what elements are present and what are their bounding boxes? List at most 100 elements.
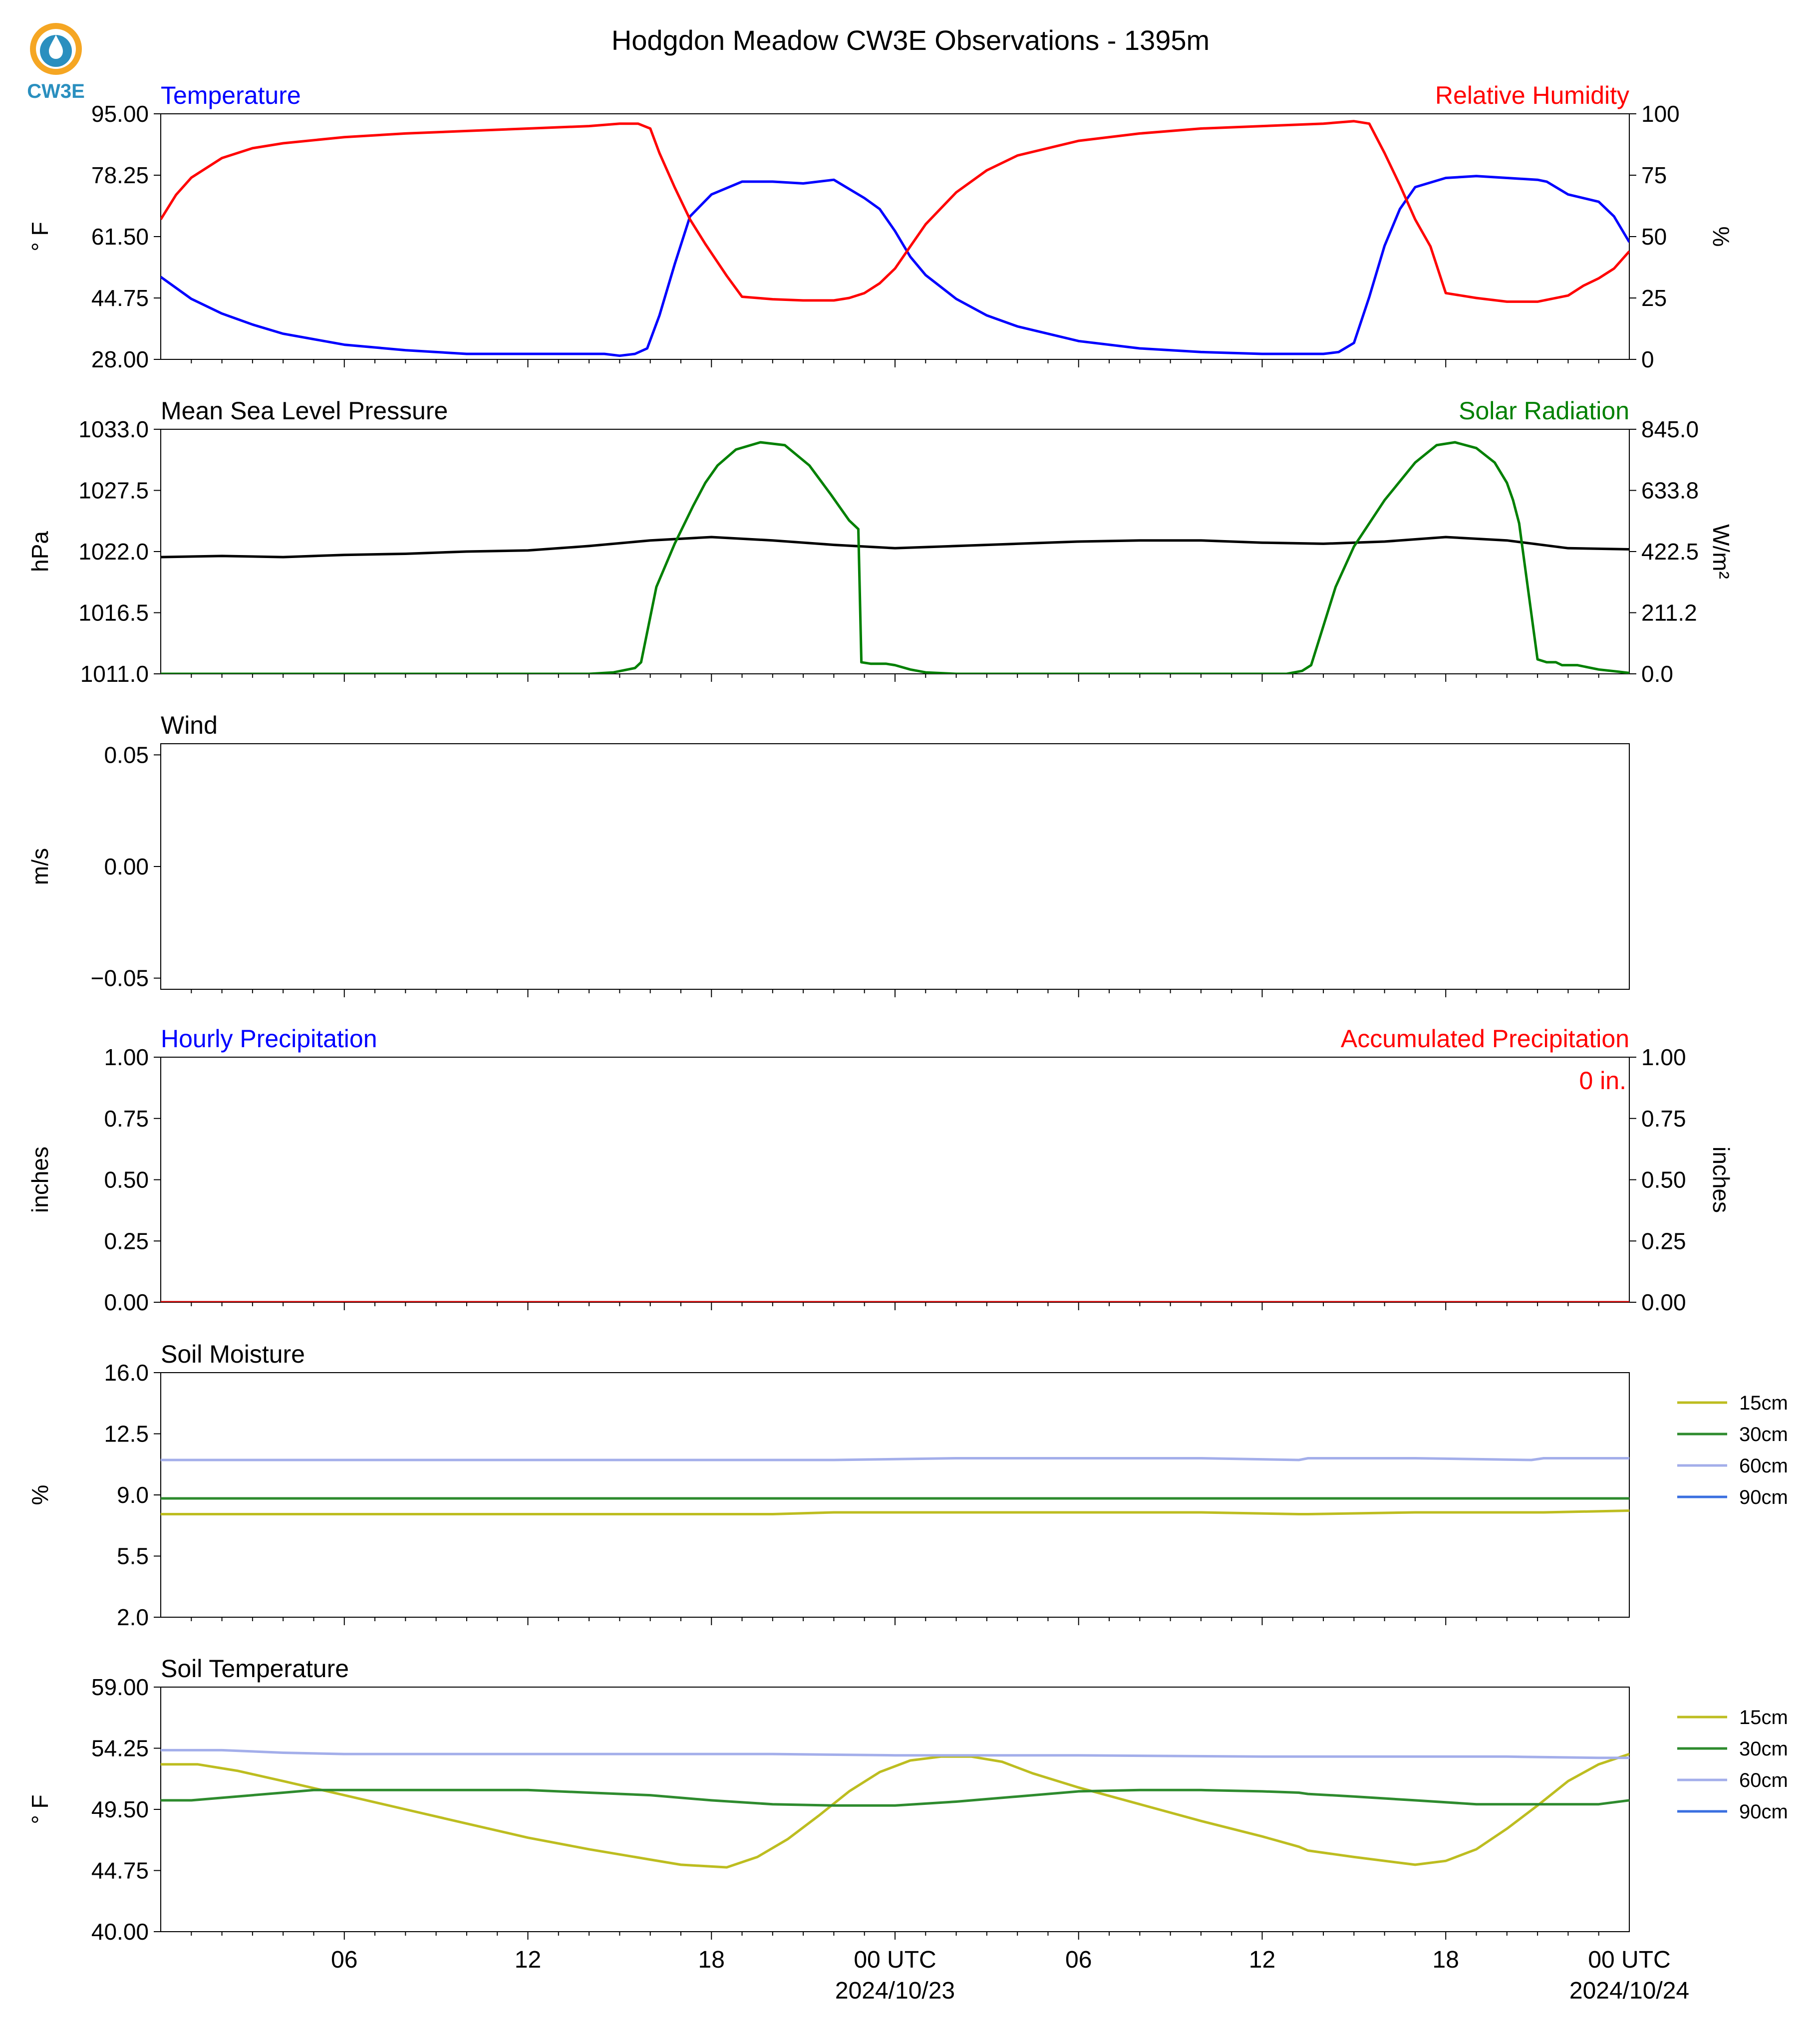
series-group	[161, 441, 1629, 674]
y-tick-label: 1022.0	[78, 539, 149, 565]
y-tick-label: 44.75	[91, 285, 149, 311]
y-tick-label: 2.0	[117, 1604, 149, 1630]
y2-tick-label: 75	[1641, 162, 1667, 188]
y-tick-label: 1033.0	[78, 416, 149, 442]
y2-axis-label: W/m²	[1708, 524, 1734, 579]
y-tick-label: 1011.0	[80, 661, 149, 687]
series-line-solar-radiation	[161, 441, 1629, 674]
y-tick-label: 16.0	[104, 1360, 149, 1386]
y-axis-label: ° F	[27, 1794, 53, 1824]
y2-tick-label: 845.0	[1641, 416, 1699, 442]
x-date-label: 2024/10/23	[835, 1978, 955, 2004]
y-tick-label: 12.5	[104, 1421, 149, 1447]
legend-label: 60cm	[1739, 1769, 1788, 1791]
x-tick-label: 06	[1065, 1947, 1092, 1973]
x-tick-label: 18	[1433, 1947, 1459, 1973]
plot-frame	[160, 113, 1630, 360]
y2-tick-label: 0.25	[1641, 1228, 1686, 1254]
y-tick-label: 0.00	[104, 854, 149, 879]
series-line-15cm	[161, 1752, 1629, 1869]
y-axis-label: m/s	[27, 848, 53, 885]
y-tick-label: 61.50	[91, 224, 149, 250]
y-tick-label: 49.50	[91, 1796, 149, 1822]
y-tick-label: 5.5	[117, 1543, 149, 1569]
series-line-30cm	[161, 1788, 1629, 1807]
series-line-relative-humidity	[161, 120, 1629, 303]
y2-tick-label: 0.75	[1641, 1106, 1686, 1132]
plot-frame	[160, 1057, 1630, 1303]
y-tick-label: −0.05	[91, 965, 149, 991]
y2-tick-label: 0.0	[1641, 661, 1673, 687]
y2-tick-label: 25	[1641, 285, 1667, 311]
y-tick-label: 28.00	[91, 346, 149, 372]
x-tick-label: 06	[331, 1947, 357, 1973]
y2-axis-label: %	[1708, 227, 1734, 247]
series-line-mean-sea-level-pressure	[161, 536, 1629, 559]
x-tick-label: 12	[515, 1947, 541, 1973]
series-line-15cm	[161, 1509, 1629, 1515]
panel-title-right: Solar Radiation	[1459, 397, 1629, 425]
y-tick-label: 54.25	[91, 1736, 149, 1761]
panel-soil_moisture: 16.0 12.5 9.0 5.5 2.0 Soil Moisture% 15cm 30cm 6…	[27, 1340, 1788, 1630]
legend-label: 30cm	[1739, 1738, 1788, 1760]
series-line-60cm	[161, 1457, 1629, 1461]
legend-label: 60cm	[1739, 1455, 1788, 1477]
legend-label: 15cm	[1739, 1707, 1788, 1729]
y-axis-label: inches	[27, 1147, 53, 1213]
y2-tick-label: 0.50	[1641, 1167, 1686, 1193]
y-tick-label: 0.05	[104, 742, 149, 768]
legend-label: 15cm	[1739, 1392, 1788, 1414]
panel-title-left: Soil Temperature	[161, 1655, 349, 1683]
panel-pressure_solar: 1033.0 1027.5 1022.0 1016.5 1011.0 845.0 633.8…	[27, 397, 1734, 687]
series-line-60cm	[161, 1748, 1629, 1759]
y2-tick-label: 211.2	[1641, 600, 1697, 626]
y-tick-label: 40.00	[91, 1919, 149, 1945]
x-tick-label: 18	[698, 1947, 725, 1973]
y-tick-label: 59.00	[91, 1674, 149, 1700]
y-tick-label: 0.25	[104, 1228, 149, 1254]
plot-frame	[160, 743, 1630, 990]
panel-title-right: Relative Humidity	[1435, 81, 1629, 109]
x-tick-label: 12	[1249, 1947, 1275, 1973]
y-axis-label: ° F	[27, 222, 53, 251]
y-axis-label: %	[27, 1485, 53, 1505]
panel-title-left: Soil Moisture	[161, 1340, 305, 1368]
panel-temp_rh: 95.00 78.25 61.50 44.75 28.00 100 75 50 25 0 Tempe…	[27, 81, 1734, 372]
legend-label: 30cm	[1739, 1424, 1788, 1446]
y2-tick-label: 1.00	[1641, 1044, 1686, 1070]
y-tick-label: 0.00	[104, 1289, 149, 1315]
y-tick-label: 0.50	[104, 1167, 149, 1193]
panel-title-left: Temperature	[161, 81, 301, 109]
y2-tick-label: 0.00	[1641, 1289, 1686, 1315]
panel-title-right: Accumulated Precipitation	[1341, 1025, 1629, 1053]
x-tick-label: 00 UTC	[1588, 1947, 1670, 1973]
water-drop-icon	[49, 35, 63, 59]
y-tick-label: 1027.5	[78, 478, 149, 504]
y2-tick-label: 422.5	[1641, 539, 1699, 565]
cw3e-logo: CW3E	[27, 23, 85, 102]
y-tick-label: 9.0	[117, 1482, 149, 1508]
x-tick-label: 00 UTC	[854, 1947, 936, 1973]
series-line-temperature	[161, 175, 1629, 357]
plot-frame	[160, 1372, 1630, 1618]
x-date-label: 2024/10/24	[1569, 1978, 1689, 2004]
precip-total-annotation: 0 in.	[1579, 1067, 1626, 1095]
figure-title: Hodgdon Meadow CW3E Observations - 1395m	[611, 24, 1210, 56]
panel-title-left: Wind	[161, 711, 218, 739]
panel-soil_temp: 59.00 54.25 49.50 44.75 40.00 Soil Temperatur…	[27, 1655, 1788, 1945]
panel-title-left: Hourly Precipitation	[161, 1025, 377, 1053]
y2-tick-label: 0	[1641, 346, 1654, 372]
series-group	[161, 120, 1629, 357]
y-tick-label: 1016.5	[78, 600, 149, 626]
y-tick-label: 44.75	[91, 1858, 149, 1884]
legend-label: 90cm	[1739, 1801, 1788, 1823]
y2-tick-label: 100	[1641, 101, 1680, 127]
y-tick-label: 95.00	[91, 101, 149, 127]
y-tick-label: 1.00	[104, 1044, 149, 1070]
panel-precip: 1.00 0.75 0.50 0.25 0.00 1.00 0.75 0.50 0.25 0.00…	[27, 1025, 1734, 1315]
plot-frame	[160, 1687, 1630, 1932]
y-axis-label: hPa	[27, 531, 53, 572]
series-group	[161, 1748, 1629, 1869]
y2-tick-label: 50	[1641, 224, 1667, 250]
